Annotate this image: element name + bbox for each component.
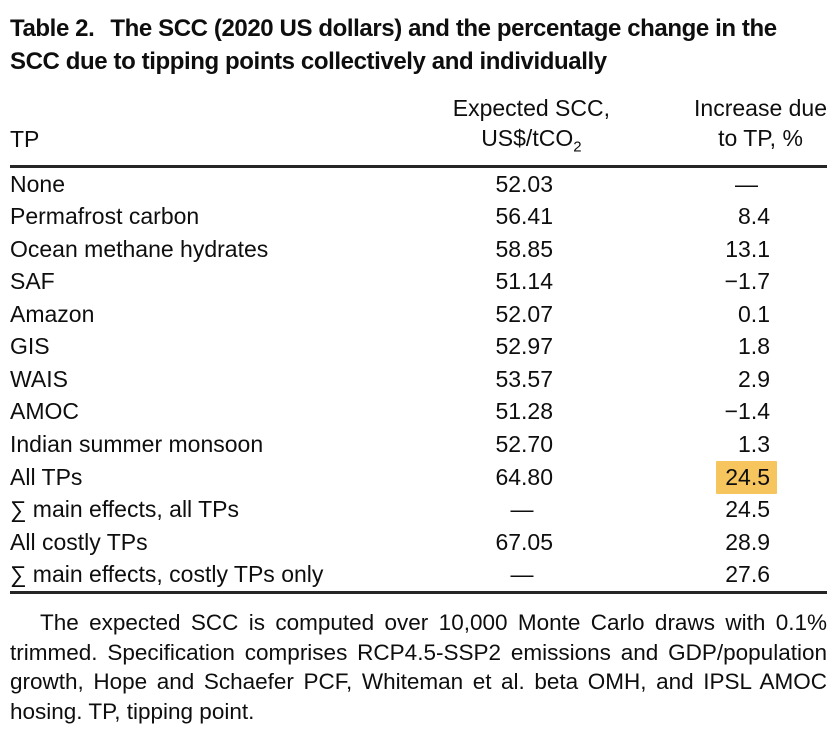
table-row: WAIS 53.57 2.9 (10, 363, 827, 396)
pct-value: — (735, 170, 758, 197)
scc-value: 67.05 (495, 528, 553, 555)
scc-value: 53.57 (495, 365, 553, 392)
scc-value: 51.28 (495, 398, 553, 425)
pct-value: 27.6 (725, 561, 770, 588)
tp-name: Ocean methane hydrates (10, 235, 269, 262)
table-footnote: The expected SCC is computed over 10,000… (10, 610, 827, 724)
pct-value: 8.4 (738, 203, 770, 230)
column-header-scc: Expected SCC, US$/tCO2 (400, 93, 610, 168)
pct-value: −1.4 (724, 398, 770, 425)
highlighted-pct-cell: 24.5 (716, 460, 777, 494)
table-row: GIS 52.97 1.8 (10, 331, 827, 364)
scc-value: 52.70 (495, 430, 553, 457)
tp-name: SAF (10, 268, 55, 295)
tp-name: GIS (10, 333, 50, 360)
table-title: Table 2. The SCC (2020 US dollars) and th… (10, 12, 827, 78)
pct-value: 13.1 (725, 235, 770, 262)
table-row: Amazon 52.07 0.1 (10, 298, 827, 331)
tp-name: WAIS (10, 365, 68, 392)
table-label: Table 2. (10, 15, 95, 42)
pct-value: 28.9 (725, 528, 770, 555)
pct-value: 1.3 (738, 430, 770, 457)
tp-name: None (10, 170, 65, 197)
table-row: Permafrost carbon 56.41 8.4 (10, 201, 827, 234)
tp-name: ∑ main effects, all TPs (10, 496, 240, 523)
table-row: Ocean methane hydrates 58.85 13.1 (10, 233, 827, 266)
table-row: Indian summer monsoon 52.70 1.3 (10, 428, 827, 461)
scc-value: 58.85 (495, 235, 553, 262)
scc-value: 51.14 (495, 268, 553, 295)
table-row: None 52.03 — (10, 167, 827, 201)
scc-value: 56.41 (495, 203, 553, 230)
table-body: None 52.03 — Permafrost carbon 56.41 8.4… (10, 167, 827, 594)
scc-value: 52.97 (495, 333, 553, 360)
scc-value: 64.80 (495, 463, 553, 490)
table-row: ∑ main effects, all TPs — 24.5 (10, 494, 827, 527)
tp-name: Permafrost carbon (10, 203, 200, 230)
table-row: AMOC 51.28 −1.4 (10, 396, 827, 429)
pct-value: −1.7 (724, 268, 770, 295)
scc-value: 52.07 (495, 300, 553, 327)
table-header: TP Expected SCC, US$/tCO2 Increase due to … (10, 93, 827, 168)
tp-name: Indian summer monsoon (10, 430, 264, 457)
table-row: All costly TPs 67.05 28.9 (10, 526, 827, 559)
pct-value: 24.5 (725, 496, 770, 523)
tp-name: AMOC (10, 398, 79, 425)
scc-value: — (510, 561, 534, 588)
unit-subscript: 2 (573, 138, 582, 156)
tp-name: ∑ main effects, costly TPs only (10, 558, 400, 594)
scc-table: TP Expected SCC, US$/tCO2 Increase due to … (10, 93, 827, 594)
tp-name: All costly TPs (10, 528, 148, 555)
scc-value: — (510, 496, 534, 523)
table-row: SAF 51.14 −1.7 (10, 266, 827, 299)
pct-value: 0.1 (738, 300, 770, 327)
table-row: ∑ main effects, costly TPs only — 27.6 (10, 558, 827, 594)
column-header-increase: Increase due to TP, % (610, 93, 827, 168)
tp-name: All TPs (10, 463, 83, 490)
column-header-tp: TP (10, 93, 400, 168)
table-title-text: The SCC (2020 US dollars) and the percen… (10, 15, 777, 75)
pct-value: 1.8 (738, 333, 770, 360)
scc-value: 52.03 (495, 170, 553, 197)
pct-value: 2.9 (738, 365, 770, 392)
table-row: All TPs 64.80 24.5 (10, 460, 827, 494)
tp-name: Amazon (10, 300, 95, 327)
header-row: TP Expected SCC, US$/tCO2 Increase due to … (10, 93, 827, 168)
